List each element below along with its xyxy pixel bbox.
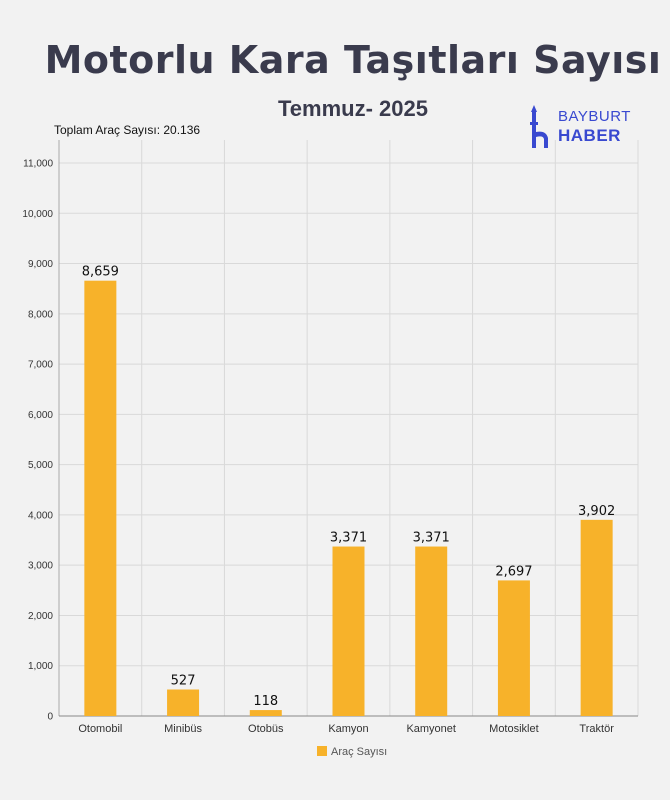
y-tick-label: 2,000 xyxy=(28,611,53,622)
y-tick-label: 10,000 xyxy=(22,209,53,220)
logo-text-haber: HABER xyxy=(558,126,621,145)
x-tick-label: Minibüs xyxy=(164,723,202,735)
y-tick-label: 0 xyxy=(47,712,53,723)
y-tick-label: 5,000 xyxy=(28,460,53,471)
data-label: 3,902 xyxy=(578,504,615,519)
y-tick-label: 4,000 xyxy=(28,510,53,521)
x-tick-label: Otobüs xyxy=(248,723,284,735)
data-label: 8,659 xyxy=(82,265,119,280)
y-tick-label: 1,000 xyxy=(28,661,53,672)
data-label: 3,371 xyxy=(330,531,367,546)
bar xyxy=(249,710,282,716)
x-tick-label: Kamyon xyxy=(328,723,368,735)
y-tick-label: 11,000 xyxy=(23,159,53,170)
legend-label[interactable]: Araç Sayısı xyxy=(331,746,387,758)
chart-title: Motorlu Kara Taşıtları Sayısı xyxy=(44,38,662,82)
bar xyxy=(167,689,200,716)
x-tick-label: Motosiklet xyxy=(489,723,539,735)
x-tick-label: Traktör xyxy=(579,723,614,735)
total-vehicle-count: Toplam Araç Sayısı: 20.136 xyxy=(54,123,201,137)
data-label: 2,697 xyxy=(495,564,532,579)
y-tick-label: 7,000 xyxy=(28,360,53,371)
legend-swatch xyxy=(317,746,327,756)
bar xyxy=(580,519,613,716)
chart-subtitle: Temmuz- 2025 xyxy=(278,96,428,121)
minaret-icon xyxy=(530,105,548,148)
bar xyxy=(332,546,365,716)
x-tick-label: Otomobil xyxy=(78,723,122,735)
data-label: 3,371 xyxy=(413,531,450,546)
logo-text-bayburt: BAYBURT xyxy=(558,108,631,125)
data-label: 527 xyxy=(171,674,196,689)
y-tick-label: 6,000 xyxy=(28,410,53,421)
data-label: 118 xyxy=(253,694,278,709)
bayburt-haber-logo: BAYBURT HABER xyxy=(524,104,634,154)
bar xyxy=(497,580,530,716)
y-tick-label: 9,000 xyxy=(28,259,53,270)
x-tick-label: Kamyonet xyxy=(406,723,456,735)
bar xyxy=(84,280,117,716)
y-tick-label: 3,000 xyxy=(28,561,53,572)
bar xyxy=(415,546,448,716)
y-tick-label: 8,000 xyxy=(28,309,53,320)
